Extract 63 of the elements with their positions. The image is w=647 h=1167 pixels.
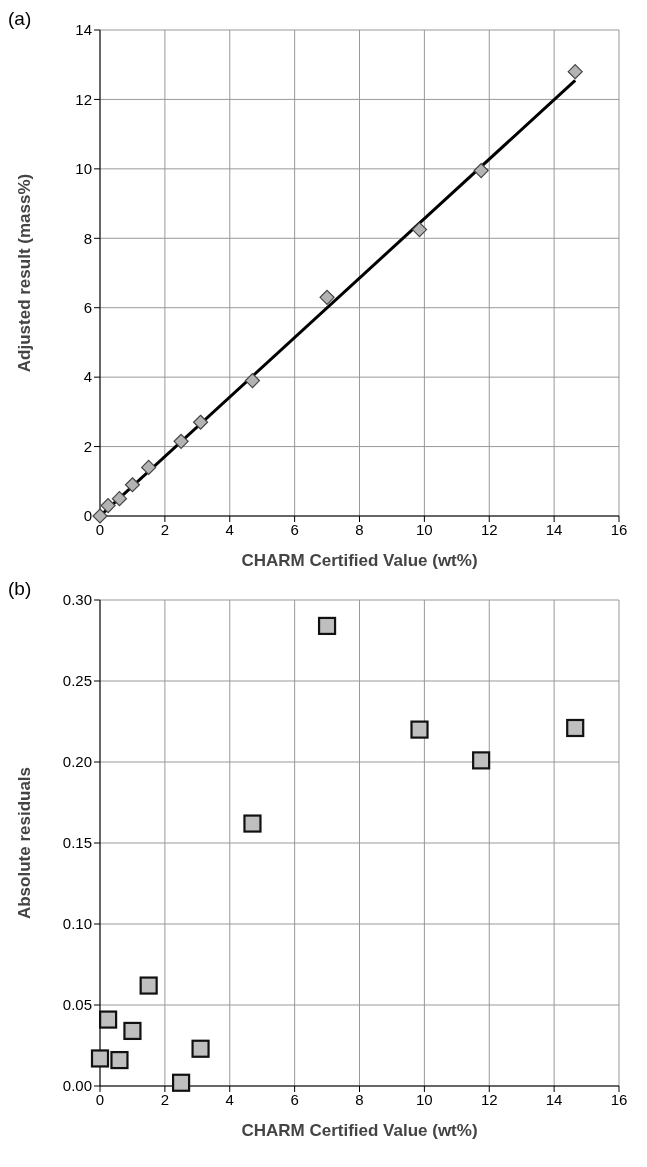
x-axis-title: CHARM Certified Value (wt%) <box>241 1121 478 1140</box>
x-tick-label: 8 <box>355 1090 364 1108</box>
point <box>472 751 491 770</box>
y-tick-label: 0.10 <box>62 915 92 933</box>
x-axis-title: CHARM Certified Value (wt%) <box>241 551 478 570</box>
y-tick-label: 0.20 <box>62 753 92 771</box>
y-tick-label: 0.30 <box>62 591 92 609</box>
point <box>410 720 429 739</box>
x-tick-label: 2 <box>160 1090 170 1108</box>
x-tick-label: 8 <box>355 520 364 538</box>
point <box>317 616 337 636</box>
x-tick-label: 4 <box>225 520 234 538</box>
point <box>473 162 489 179</box>
point <box>244 373 261 389</box>
point <box>243 814 262 833</box>
y-tick-label: 4 <box>83 368 92 386</box>
x-tick-label: 4 <box>225 1090 234 1108</box>
x-tick-label: 0 <box>95 520 105 538</box>
x-tick-label: 6 <box>290 1090 299 1108</box>
point <box>319 289 335 305</box>
y-tick-label: 6 <box>83 299 92 317</box>
y-tick-label: 0 <box>83 507 92 525</box>
point <box>100 497 116 514</box>
point <box>567 64 583 80</box>
point <box>123 1021 142 1041</box>
x-tick-label: 16 <box>610 1090 628 1108</box>
point <box>139 976 158 995</box>
x-tick-label: 12 <box>480 520 498 538</box>
x-tick-label: 6 <box>290 520 299 538</box>
y-axis-title: Absolute residuals <box>15 766 35 920</box>
point <box>566 718 585 738</box>
point <box>92 508 108 524</box>
point <box>192 414 209 430</box>
x-tick-label: 12 <box>480 1090 498 1108</box>
point <box>191 1039 210 1058</box>
text: (a) <box>8 8 32 30</box>
y-axis-title: Adjusted result (mass%) <box>15 173 35 373</box>
point <box>411 222 428 238</box>
point <box>110 1050 129 1070</box>
x-tick-label: 14 <box>545 1090 563 1108</box>
y-tick-label: 0.05 <box>62 996 92 1014</box>
text: (b) <box>8 578 32 600</box>
point <box>124 477 141 493</box>
x-tick-label: 16 <box>610 520 628 538</box>
x-tick-label: 0 <box>95 1090 105 1108</box>
y-tick-label: 0.00 <box>62 1077 92 1095</box>
point <box>173 433 189 449</box>
y-tick-label: 2 <box>83 437 92 455</box>
y-tick-label: 0.25 <box>62 672 92 690</box>
y-tick-label: 10 <box>75 160 92 178</box>
point <box>99 1010 118 1029</box>
x-tick-label: 2 <box>160 520 170 538</box>
point <box>111 491 128 507</box>
point <box>141 459 157 475</box>
point <box>171 1073 191 1092</box>
x-tick-label: 14 <box>545 520 563 538</box>
x-tick-label: 10 <box>416 1090 433 1108</box>
x-tick-label: 10 <box>416 520 433 538</box>
point <box>90 1049 110 1068</box>
y-tick-label: 8 <box>83 229 92 247</box>
y-tick-label: 0.15 <box>62 834 92 852</box>
y-tick-label: 14 <box>75 21 92 39</box>
y-tick-label: 12 <box>75 90 92 108</box>
